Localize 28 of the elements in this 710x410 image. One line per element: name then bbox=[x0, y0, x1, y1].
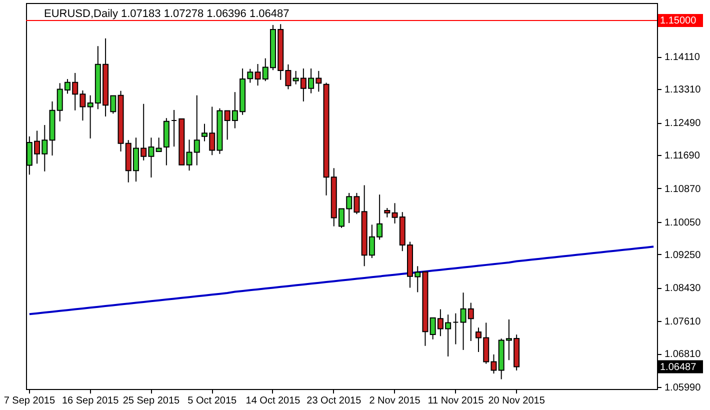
ref-line-label: 1.15000 bbox=[660, 15, 697, 26]
x-tick-label: 11 Nov 2015 bbox=[428, 396, 484, 406]
x-tick-label: 2 Nov 2015 bbox=[369, 396, 421, 406]
y-tick-label: 1.12490 bbox=[664, 118, 702, 130]
y-tick-label: 1.09250 bbox=[664, 250, 702, 261]
x-tick-label: 14 Oct 2015 bbox=[246, 396, 301, 406]
y-tick-label: 1.07610 bbox=[664, 316, 702, 328]
y-tick-label: 1.08430 bbox=[664, 283, 702, 294]
y-tick-label: 1.13310 bbox=[664, 84, 702, 96]
y-tick-label: 1.05990 bbox=[664, 382, 702, 394]
x-tick-label: 23 Oct 2015 bbox=[306, 396, 362, 406]
candlestick bbox=[156, 137, 162, 152]
text: 1.06487 bbox=[660, 362, 697, 373]
chart-title: EURUSD,Daily 1.07183 1.07278 1.06396 1.06487 bbox=[44, 8, 290, 20]
candlestick bbox=[171, 109, 178, 148]
candlestick bbox=[384, 208, 390, 218]
y-tick-label: 1.11690 bbox=[664, 150, 700, 162]
x-tick-label: 5 Oct 2015 bbox=[188, 396, 237, 406]
y-tick-label: 1.10870 bbox=[664, 184, 702, 195]
candlestick bbox=[452, 312, 459, 345]
line-series bbox=[28, 246, 655, 316]
y-tick-label: 1.06810 bbox=[664, 349, 702, 360]
x-tick-label: 16 Sep 2015 bbox=[62, 396, 120, 406]
x-tick-label: 25 Sep 2015 bbox=[122, 396, 180, 406]
y-tick-label: 1.10050 bbox=[664, 217, 702, 228]
x-tick-label: 20 Nov 2015 bbox=[488, 396, 546, 406]
y-tick-label: 1.14110 bbox=[664, 52, 700, 64]
x-tick-label: 7 Sep 2015 bbox=[4, 396, 56, 406]
